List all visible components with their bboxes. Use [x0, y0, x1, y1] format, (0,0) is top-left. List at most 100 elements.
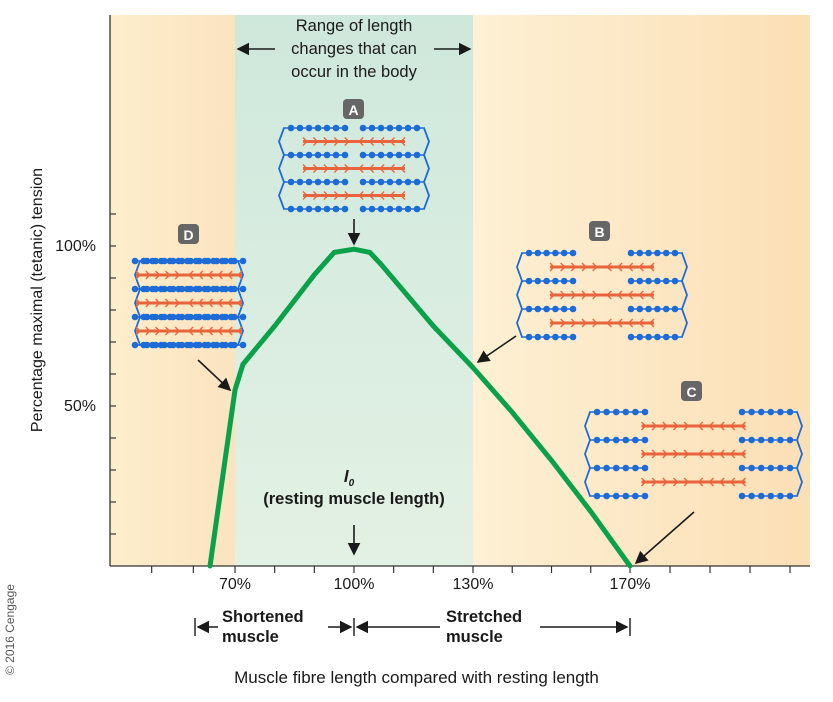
myosin-head [698, 425, 704, 431]
actin-bead [196, 341, 203, 349]
myosin-head [549, 294, 555, 300]
myosin-head [617, 266, 623, 272]
actin-bead [230, 285, 238, 293]
myosin-head [549, 318, 555, 324]
myosin-head [581, 290, 587, 296]
actin-bead [767, 408, 775, 416]
myosin-head [227, 330, 233, 336]
actin-bead [534, 277, 542, 285]
myosin-head [606, 318, 612, 324]
myosin-head [709, 481, 714, 487]
myosin-head [145, 270, 151, 276]
myosin-head [237, 330, 243, 336]
myosin-head [237, 270, 243, 276]
actin-bead [204, 313, 212, 321]
actin-bead [395, 178, 403, 186]
myosin-head [400, 141, 406, 146]
actin-bead [632, 492, 639, 500]
myosin-head [164, 270, 170, 276]
myosin-head [698, 449, 704, 455]
myosin-head [628, 318, 634, 324]
actin-bead [654, 305, 661, 313]
actin-bead [166, 285, 174, 293]
actin-bead [569, 333, 577, 341]
myosin-head [400, 191, 406, 196]
actin-bead [662, 305, 670, 313]
actin-bead [404, 124, 412, 132]
myosin-head [570, 266, 576, 272]
myosin-head [135, 298, 141, 304]
actin-bead [636, 333, 644, 341]
actin-bead [175, 285, 182, 293]
actin-bead [305, 205, 313, 213]
myosin-head [592, 322, 598, 328]
myosin-head [560, 322, 566, 328]
myosin-head [400, 137, 406, 142]
actin-bead [786, 408, 794, 416]
myosin-head [217, 330, 223, 336]
x-tick-label-130: 130% [453, 576, 494, 593]
myosin-head [581, 262, 587, 268]
actin-bead [296, 124, 304, 132]
callout-badge-c: C [681, 381, 702, 401]
actin-bead [671, 277, 679, 285]
myosin-head [344, 137, 350, 142]
myosin-head [570, 290, 576, 296]
myosin-head [683, 449, 689, 455]
myosin-head [617, 322, 623, 328]
myosin-head [302, 195, 308, 200]
z-line [134, 260, 141, 346]
actin-bead [157, 257, 165, 265]
y-axis-ticks [110, 213, 116, 535]
callout-c-arrow [634, 511, 695, 565]
actin-bead [239, 313, 247, 321]
actin-bead [204, 341, 212, 349]
actin-bead [767, 492, 775, 500]
myosin-head [227, 274, 233, 280]
actin-bead [593, 492, 601, 500]
myosin-head [198, 326, 204, 332]
actin-bead [222, 285, 229, 293]
myosin-head [641, 421, 646, 427]
myosin-head [673, 453, 678, 459]
range-label-line-3: occur in the body [291, 63, 417, 81]
actin-bead [213, 285, 221, 293]
actin-bead [767, 436, 775, 444]
myosin-head [400, 195, 406, 200]
myosin-head [698, 421, 704, 427]
myosin-head [358, 168, 364, 173]
actin-bead [368, 151, 376, 159]
actin-bead [641, 492, 649, 500]
actin-bead [757, 492, 765, 500]
actin-bead [645, 249, 652, 257]
myosin-head [741, 421, 746, 427]
myosin-head [560, 266, 566, 272]
myosin-head [638, 262, 644, 268]
actin-bead [184, 341, 191, 349]
actin-bead [368, 124, 376, 132]
myosin-head [174, 302, 180, 308]
actin-bead [786, 464, 794, 472]
actin-bead [632, 464, 639, 472]
myosin-head [617, 262, 623, 268]
actin-bead [140, 285, 148, 293]
myosin-head [323, 195, 329, 200]
y-tick-label-100: 100% [55, 238, 96, 255]
actin-bead [404, 205, 412, 213]
callout-badge-d: D [178, 224, 199, 244]
myosin-head [400, 164, 406, 169]
myosin-head [560, 290, 566, 296]
tension-curve [207, 246, 633, 569]
actin-bead [543, 249, 550, 257]
actin-bead [777, 492, 784, 500]
myosin-head [323, 164, 329, 169]
myosin-head [379, 195, 385, 200]
myosin-head [145, 298, 151, 304]
myosin-head [333, 164, 339, 169]
myosin-head [719, 421, 725, 427]
actin-bead [603, 492, 610, 500]
actin-bead [748, 464, 755, 472]
actin-bead [525, 333, 533, 341]
actin-bead [627, 305, 635, 313]
